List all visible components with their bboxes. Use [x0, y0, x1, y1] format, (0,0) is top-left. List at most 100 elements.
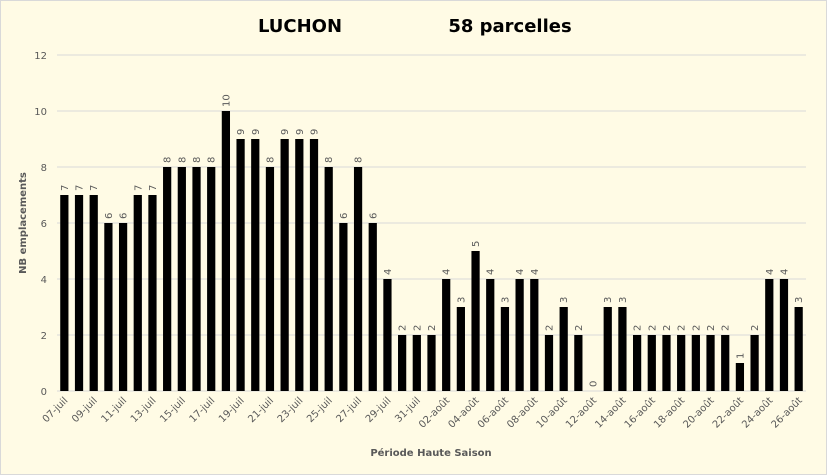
data-label: 4	[442, 269, 453, 275]
y-tick-label: 0	[41, 387, 47, 398]
y-axis-label: NB emplacements	[18, 172, 29, 274]
data-label: 2	[647, 325, 658, 331]
bar	[192, 167, 201, 391]
data-label: 4	[486, 269, 497, 275]
y-tick-label: 6	[41, 219, 47, 230]
bar	[618, 307, 627, 391]
bar	[515, 279, 524, 391]
data-label: 7	[60, 185, 71, 191]
bar	[500, 307, 510, 391]
bar	[544, 335, 554, 391]
bar	[104, 223, 113, 391]
data-label: 0	[589, 381, 600, 387]
data-label: 8	[177, 157, 188, 163]
bar	[398, 335, 407, 391]
bar	[765, 279, 774, 391]
y-tick-label: 10	[34, 107, 47, 118]
bar	[442, 279, 451, 391]
data-label: 2	[633, 325, 644, 331]
bar	[309, 139, 319, 391]
bar	[118, 223, 128, 391]
bar	[662, 335, 671, 391]
bar	[295, 139, 304, 391]
data-label: 3	[618, 297, 629, 303]
data-label: 8	[207, 157, 218, 163]
bar	[221, 111, 231, 391]
data-label: 2	[706, 325, 717, 331]
bar	[647, 335, 656, 391]
data-label: 7	[75, 185, 86, 191]
data-label: 2	[662, 325, 673, 331]
data-label: 2	[677, 325, 688, 331]
y-tick-label: 8	[41, 163, 47, 174]
chart-title: LUCHON	[258, 16, 342, 37]
data-label: 3	[456, 297, 467, 303]
bar	[677, 335, 686, 391]
bar	[427, 335, 436, 391]
bar	[74, 195, 84, 391]
data-label: 2	[574, 325, 585, 331]
data-label: 7	[133, 185, 144, 191]
data-label: 6	[339, 213, 350, 219]
chart-subtitle: 58 parcelles	[448, 16, 571, 37]
bar	[133, 195, 142, 391]
y-tick-label: 2	[41, 331, 47, 342]
bar	[148, 195, 157, 391]
data-label: 8	[192, 157, 203, 163]
data-label: 7	[89, 185, 100, 191]
bar	[721, 335, 730, 391]
bar	[251, 139, 260, 391]
data-label: 7	[148, 185, 159, 191]
bar	[471, 251, 480, 391]
data-label: 2	[721, 325, 732, 331]
data-label: 1	[735, 353, 746, 359]
bar	[750, 335, 759, 391]
bar	[456, 307, 465, 391]
data-label: 2	[427, 325, 438, 331]
data-label: 6	[104, 213, 115, 219]
data-label: 4	[383, 269, 394, 275]
data-label: 8	[163, 157, 174, 163]
bar	[383, 279, 392, 391]
bar	[324, 167, 333, 391]
data-label: 4	[530, 269, 541, 275]
data-label: 10	[221, 94, 232, 107]
bar	[574, 335, 583, 391]
data-label: 8	[265, 157, 276, 163]
data-label: 2	[398, 325, 409, 331]
data-label: 9	[251, 129, 262, 135]
data-label: 2	[691, 325, 702, 331]
bar	[706, 335, 715, 391]
data-label: 6	[119, 213, 130, 219]
data-label: 3	[559, 297, 570, 303]
bar	[236, 139, 245, 391]
bar	[559, 307, 568, 391]
bar	[794, 307, 803, 391]
bar	[779, 279, 789, 391]
data-label: 3	[603, 297, 614, 303]
data-label: 8	[354, 157, 365, 163]
data-label: 6	[368, 213, 379, 219]
data-label: 3	[500, 297, 511, 303]
bar	[412, 335, 421, 391]
data-label: 2	[544, 325, 555, 331]
bar	[603, 307, 612, 391]
bar	[89, 195, 98, 391]
bar	[207, 167, 216, 391]
data-label: 9	[295, 129, 306, 135]
bar	[530, 279, 539, 391]
data-label: 5	[471, 241, 482, 247]
y-tick-label: 4	[41, 275, 47, 286]
data-label: 4	[779, 269, 790, 275]
data-label: 2	[412, 325, 423, 331]
data-label: 3	[794, 297, 805, 303]
bar	[735, 363, 745, 391]
bar	[60, 195, 69, 391]
data-label: 9	[310, 129, 321, 135]
x-axis-label: Période Haute Saison	[370, 447, 491, 459]
y-tick-label: 12	[34, 51, 47, 62]
data-label: 8	[324, 157, 335, 163]
data-label: 9	[280, 129, 291, 135]
bar	[368, 223, 377, 391]
